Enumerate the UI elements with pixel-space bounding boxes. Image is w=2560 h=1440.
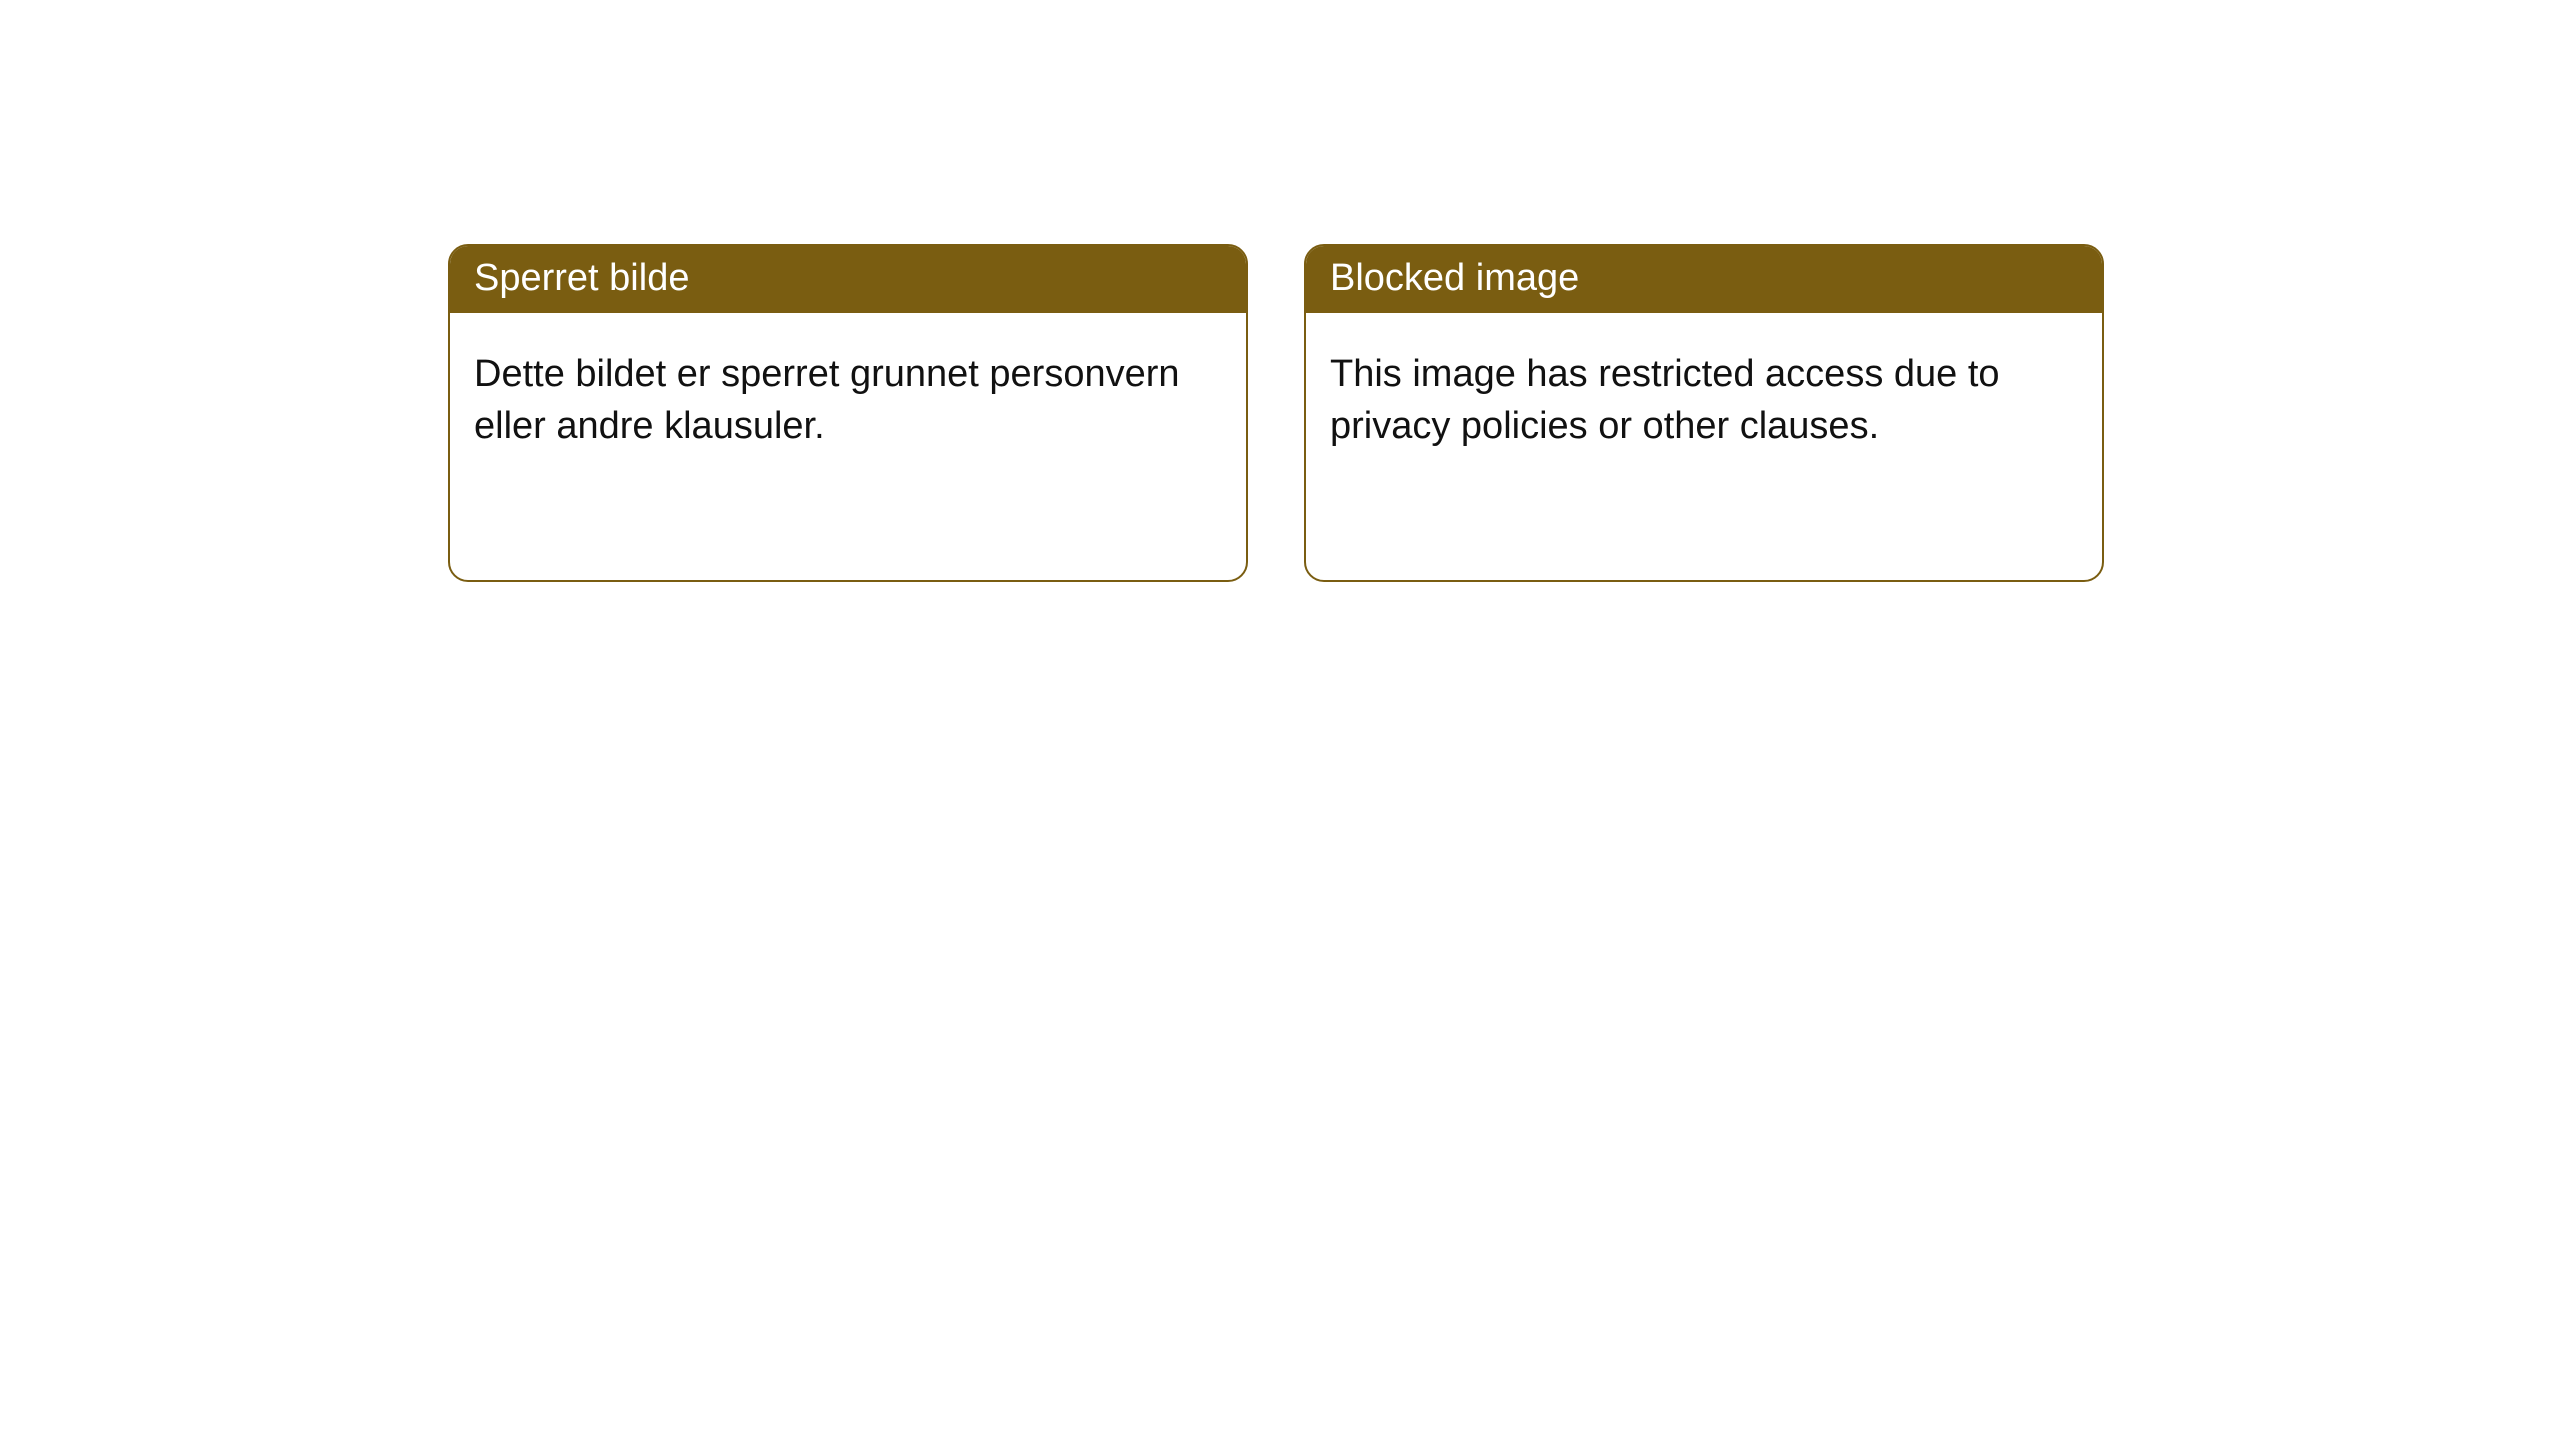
- notice-card-body: Dette bildet er sperret grunnet personve…: [450, 313, 1246, 476]
- notice-card-message: This image has restricted access due to …: [1330, 353, 2000, 446]
- notice-card-body: This image has restricted access due to …: [1306, 313, 2102, 476]
- notice-card-english: Blocked image This image has restricted …: [1304, 244, 2104, 582]
- notice-card-title: Blocked image: [1330, 257, 1579, 299]
- notice-card-title: Sperret bilde: [474, 257, 689, 299]
- notice-card-header: Sperret bilde: [450, 246, 1246, 313]
- notice-cards-container: Sperret bilde Dette bildet er sperret gr…: [0, 0, 2560, 582]
- notice-card-norwegian: Sperret bilde Dette bildet er sperret gr…: [448, 244, 1248, 582]
- notice-card-header: Blocked image: [1306, 246, 2102, 313]
- notice-card-message: Dette bildet er sperret grunnet personve…: [474, 353, 1180, 446]
